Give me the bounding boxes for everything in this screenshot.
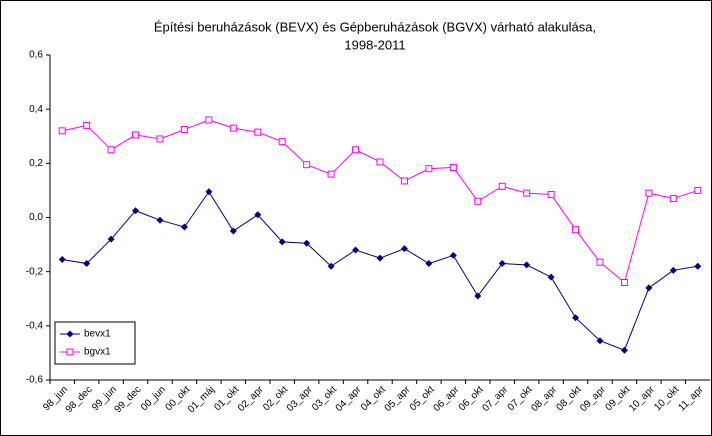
point: [229, 124, 237, 132]
point: [498, 182, 506, 190]
point: [498, 260, 506, 268]
point: [547, 273, 555, 281]
point: [58, 255, 66, 263]
point: [327, 262, 335, 270]
y-tick-label: 0,6: [29, 50, 43, 61]
point: [254, 211, 262, 219]
y-tick-label: -0,4: [26, 320, 44, 331]
point: [425, 165, 433, 173]
point: [132, 207, 140, 215]
point: [669, 266, 677, 274]
point: [474, 197, 482, 205]
point: [474, 292, 482, 300]
point: [669, 195, 677, 203]
y-tick-label: -0,2: [26, 266, 44, 277]
point: [205, 188, 213, 196]
legend-marker: [66, 330, 74, 338]
point: [596, 337, 604, 345]
point: [425, 260, 433, 268]
point: [180, 223, 188, 231]
y-tick-label: 0,0: [29, 212, 43, 223]
point: [620, 346, 628, 354]
point: [83, 121, 91, 129]
point: [132, 131, 140, 139]
point: [645, 284, 653, 292]
point: [523, 261, 531, 269]
point: [376, 254, 384, 262]
point: [303, 239, 311, 247]
point: [523, 189, 531, 197]
point: [156, 216, 164, 224]
point: [278, 138, 286, 146]
chart-title: 1998-2011: [344, 37, 405, 52]
point: [180, 125, 188, 133]
point: [449, 163, 457, 171]
point: [449, 251, 457, 259]
point: [107, 235, 115, 243]
legend-box: [54, 321, 136, 365]
point: [278, 238, 286, 246]
y-tick-label: -0,6: [26, 375, 44, 386]
point: [303, 161, 311, 169]
y-tick-label: 0,2: [29, 158, 43, 169]
point: [596, 258, 604, 266]
chart-title: Építési beruházások (BEVX) és Gépberuház…: [154, 19, 596, 34]
legend-label: bgvx1: [84, 347, 111, 358]
point: [694, 186, 702, 194]
point: [327, 170, 335, 178]
point: [205, 116, 213, 124]
point: [376, 158, 384, 166]
point: [620, 279, 628, 286]
point: [694, 262, 702, 270]
point: [83, 260, 91, 268]
point: [572, 226, 580, 234]
point: [572, 314, 580, 322]
point: [107, 146, 115, 154]
point: [254, 128, 262, 136]
point: [400, 177, 408, 185]
point: [58, 127, 66, 135]
legend-label: bevx1: [84, 329, 111, 340]
point: [352, 146, 360, 154]
y-tick-label: 0,4: [29, 104, 43, 115]
point: [400, 245, 408, 253]
point: [352, 246, 360, 254]
point: [229, 227, 237, 235]
legend-marker: [66, 348, 74, 356]
point: [156, 135, 164, 143]
point: [645, 189, 653, 197]
point: [547, 190, 555, 198]
